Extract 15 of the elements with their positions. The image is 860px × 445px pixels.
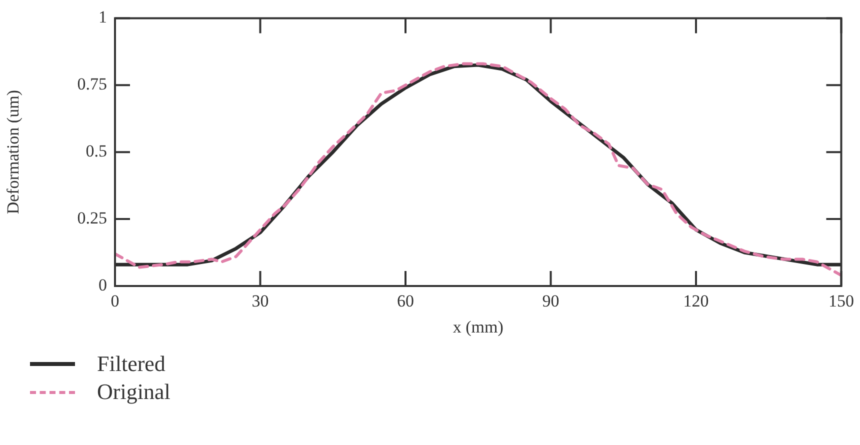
x-tick-label: 30 — [252, 292, 269, 311]
x-tick-label: 90 — [542, 292, 560, 311]
legend-label: Original — [97, 379, 170, 405]
x-tick-label: 150 — [828, 292, 854, 311]
y-tick-label: 0.25 — [77, 208, 107, 228]
y-tick-label: 1 — [98, 8, 107, 27]
x-tick-label: 60 — [397, 292, 414, 311]
x-axis-title: x (mm) — [452, 317, 504, 336]
legend-label: Filtered — [97, 351, 166, 377]
x-tick-label: 0 — [110, 292, 120, 311]
y-tick-label: 0.5 — [86, 142, 107, 161]
y-axis-title: Deformation (um) — [4, 90, 23, 214]
x-tick-label: 120 — [683, 292, 709, 311]
y-tick-label: 0 — [98, 275, 107, 294]
y-tick-label: 0.75 — [77, 74, 107, 94]
